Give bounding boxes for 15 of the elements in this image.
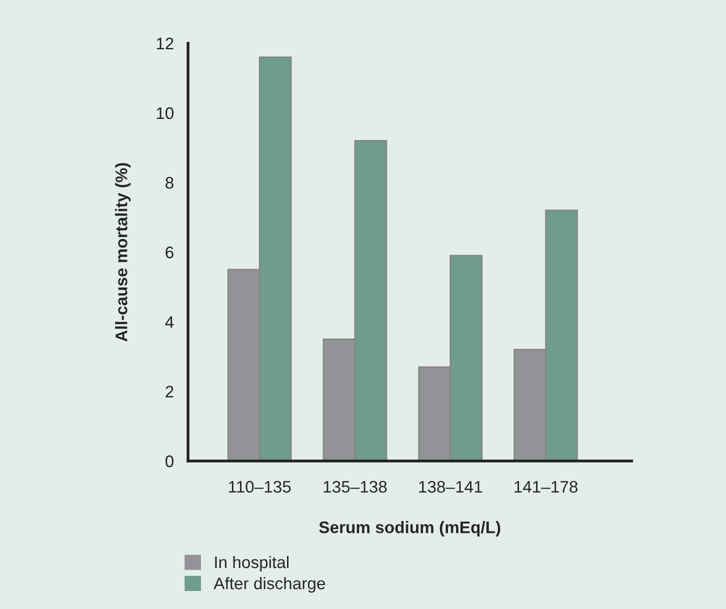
- y-tick-label: 6: [166, 246, 174, 258]
- legend-label: After discharge: [214, 577, 325, 593]
- x-tick-label: 110–135: [229, 480, 291, 493]
- y-axis-title: All-cause mortality (%): [115, 163, 131, 342]
- y-tick-label: 10: [156, 107, 174, 120]
- y-tick-label: 12: [156, 38, 174, 50]
- y-tick-label: 0: [166, 455, 174, 468]
- y-tick-label: 4: [165, 316, 174, 328]
- x-axis-title: Serum sodium (mEq/L): [319, 520, 500, 537]
- x-tick-label: 141–178: [514, 480, 578, 493]
- x-tick-label: 138–141: [419, 480, 482, 493]
- y-tick-label: 8: [166, 176, 174, 189]
- y-tick-label: 2: [166, 386, 174, 398]
- x-tick-label: 135–138: [324, 480, 387, 493]
- legend-label: In hospital: [215, 556, 288, 572]
